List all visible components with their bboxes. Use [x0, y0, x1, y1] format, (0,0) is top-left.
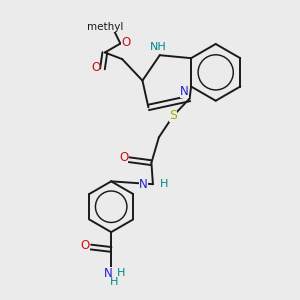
Text: O: O [121, 36, 130, 49]
Text: N: N [180, 85, 189, 98]
Text: H: H [160, 179, 168, 189]
Text: O: O [91, 61, 101, 74]
Text: N: N [104, 267, 112, 280]
Text: O: O [119, 151, 128, 164]
Text: H: H [116, 268, 125, 278]
Text: S: S [169, 109, 177, 122]
Text: H: H [110, 277, 118, 287]
Text: O: O [81, 239, 90, 252]
Text: NH: NH [150, 42, 167, 52]
Text: N: N [139, 178, 148, 191]
Text: methyl: methyl [87, 22, 124, 32]
